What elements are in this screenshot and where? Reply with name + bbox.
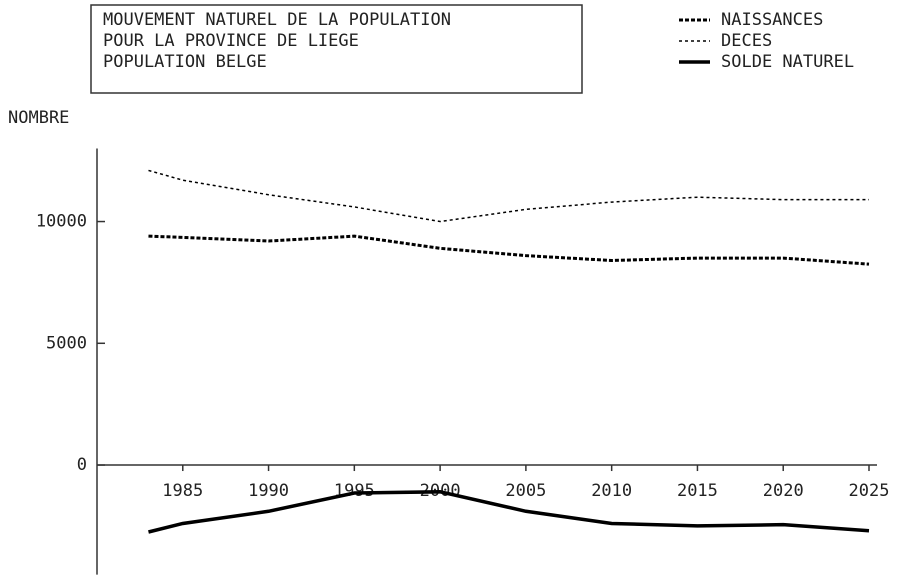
legend-label: DECES	[721, 31, 772, 51]
series-line	[148, 169, 869, 223]
y-tick-label: 10000	[36, 212, 87, 232]
y-axis-label: NOMBRE	[8, 108, 69, 128]
legend-label: NAISSANCES	[721, 10, 823, 30]
x-tick-label: 1995	[334, 481, 375, 501]
x-tick-label: 2020	[763, 481, 804, 501]
x-tick-label: 2005	[505, 481, 546, 501]
chart-title: MOUVEMENT NATUREL DE LA POPULATION	[103, 10, 451, 30]
x-tick-label: 1985	[162, 481, 203, 501]
y-tick-label: 5000	[46, 333, 87, 353]
x-tick-label: 2010	[591, 481, 632, 501]
chart-title: POUR LA PROVINCE DE LIEGE	[103, 31, 359, 51]
y-tick-label: 0	[77, 455, 87, 475]
x-tick-label: 1990	[248, 481, 289, 501]
x-tick-label: 2025	[849, 481, 890, 501]
series-line	[148, 490, 870, 534]
x-tick-label: 2015	[677, 481, 718, 501]
legend-label: SOLDE NATUREL	[721, 52, 854, 72]
series-line	[148, 234, 870, 266]
chart-title: POPULATION BELGE	[103, 52, 267, 72]
title-box	[90, 4, 583, 94]
